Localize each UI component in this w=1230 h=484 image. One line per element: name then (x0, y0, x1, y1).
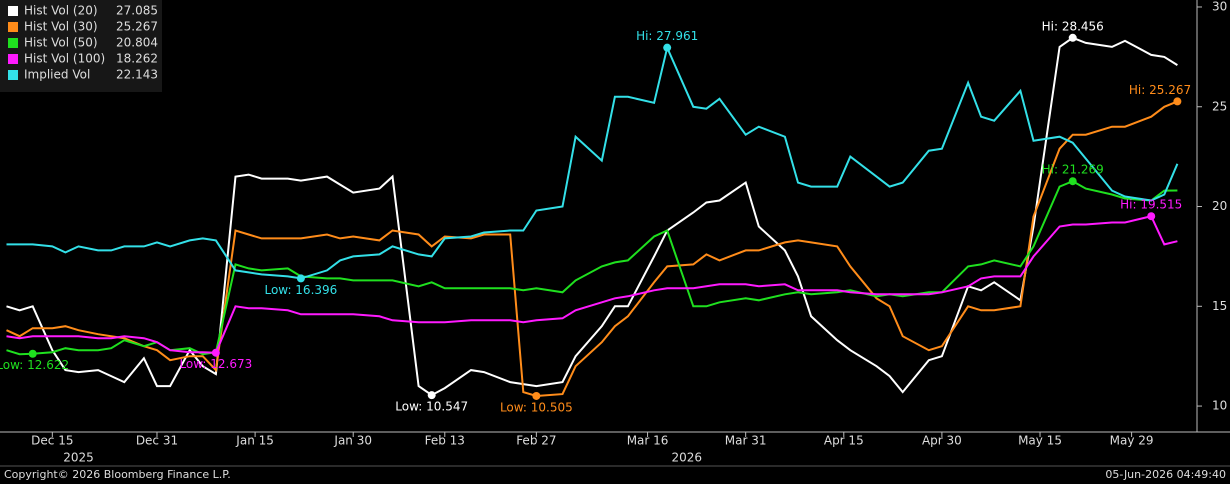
legend-label: Implied Vol (24, 68, 90, 82)
legend-label: Hist Vol (20) (24, 4, 98, 18)
legend-label: Hist Vol (30) (24, 20, 98, 34)
y-tick-label: 10 (1212, 399, 1227, 413)
year-label: 2025 (63, 451, 94, 465)
x-tick-label: May 15 (1018, 434, 1062, 448)
high-marker (1147, 212, 1156, 221)
low-marker (296, 274, 305, 283)
legend-box (0, 0, 162, 92)
legend-swatch (8, 38, 18, 48)
legend-value: 22.143 (116, 68, 158, 82)
x-tick-label: Dec 15 (31, 434, 73, 448)
x-tick-label: Mar 16 (627, 434, 669, 448)
series-line (6, 44, 1179, 280)
y-tick-label: 20 (1212, 199, 1227, 213)
low-marker (532, 391, 541, 400)
series-line (6, 36, 1178, 397)
x-tick-label: Feb 13 (425, 434, 465, 448)
series-line (6, 215, 1178, 354)
y-tick-label: 30 (1212, 0, 1227, 13)
legend-swatch (8, 70, 18, 80)
low-label: Low: 12.673 (179, 357, 252, 371)
x-tick-label: Mar 31 (725, 434, 767, 448)
legend-swatch (8, 54, 18, 64)
x-tick-label: May 29 (1110, 434, 1154, 448)
y-tick-label: 15 (1212, 299, 1227, 313)
x-tick-label: Apr 15 (824, 434, 864, 448)
legend-value: 18.262 (116, 52, 158, 66)
year-label: 2026 (672, 451, 703, 465)
low-label: Low: 12.622 (0, 358, 69, 372)
low-marker (28, 349, 37, 358)
high-marker (1068, 33, 1077, 42)
legend-value: 20.804 (116, 36, 158, 50)
x-tick-label: Feb 27 (516, 434, 556, 448)
series-line (6, 100, 1178, 398)
high-label: Hi: 21.269 (1042, 163, 1104, 177)
high-marker (1173, 97, 1182, 106)
low-label: Low: 16.396 (264, 283, 337, 297)
legend-value: 27.085 (116, 4, 158, 18)
high-label: Hi: 27.961 (636, 29, 698, 43)
high-marker (1068, 177, 1077, 186)
low-marker (211, 348, 220, 357)
x-tick-label: Apr 30 (922, 434, 962, 448)
low-marker (427, 391, 436, 400)
copyright: Copyright© 2026 Bloomberg Finance L.P. (4, 468, 231, 481)
high-label: Hi: 28.456 (1042, 19, 1104, 33)
low-label: Low: 10.505 (500, 400, 573, 414)
x-tick-label: Dec 31 (136, 434, 178, 448)
low-label: Low: 10.547 (395, 400, 468, 414)
legend-label: Hist Vol (50) (24, 36, 98, 50)
legend-value: 25.267 (116, 20, 158, 34)
legend: Hist Vol (20) 27.085 Hist Vol (30) 25.267 Hi… (0, 0, 162, 92)
high-marker (663, 43, 672, 52)
x-tick-label: Jan 15 (235, 434, 274, 448)
high-label: Hi: 25.267 (1129, 83, 1191, 97)
high-label: Hi: 19.515 (1120, 198, 1182, 212)
legend-swatch (8, 22, 18, 32)
legend-swatch (8, 6, 18, 16)
timestamp: 05-Jun-2026 04:49:40 (1105, 468, 1226, 481)
x-tick-label: Jan 30 (333, 434, 372, 448)
y-tick-label: 25 (1212, 99, 1227, 113)
legend-label: Hist Vol (100) (24, 52, 105, 66)
